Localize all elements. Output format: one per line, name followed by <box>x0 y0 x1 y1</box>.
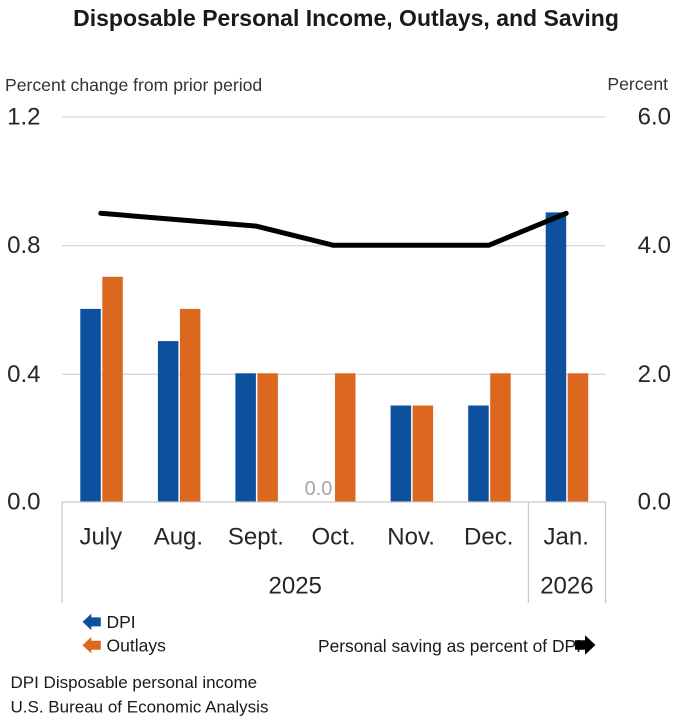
svg-text:Jan.: Jan. <box>544 524 589 551</box>
svg-text:Outlays: Outlays <box>107 636 167 656</box>
svg-text:Percent change from prior peri: Percent change from prior period <box>5 75 262 95</box>
svg-text:Sept.: Sept. <box>228 524 284 551</box>
svg-text:DPI: DPI <box>107 612 136 632</box>
svg-text:0.8: 0.8 <box>7 232 40 259</box>
svg-text:July: July <box>79 524 122 551</box>
svg-text:0.0: 0.0 <box>638 489 671 516</box>
svg-text:U.S. Bureau of Economic Analys: U.S. Bureau of Economic Analysis <box>11 698 269 717</box>
svg-text:Aug.: Aug. <box>154 524 203 551</box>
svg-text:0.0: 0.0 <box>305 478 333 500</box>
svg-text:2025: 2025 <box>269 573 322 600</box>
svg-text:Oct.: Oct. <box>311 524 355 551</box>
svg-text:4.0: 4.0 <box>638 232 671 259</box>
svg-text:6.0: 6.0 <box>638 104 671 131</box>
svg-text:DPI Disposable personal income: DPI Disposable personal income <box>11 673 258 692</box>
svg-text:Personal saving as percent of: Personal saving as percent of DPI <box>318 636 581 656</box>
svg-text:2.0: 2.0 <box>638 361 671 388</box>
svg-text:Disposable Personal Income, Ou: Disposable Personal Income, Outlays, and… <box>73 5 619 31</box>
svg-text:2026: 2026 <box>540 573 593 600</box>
svg-text:Dec.: Dec. <box>464 524 513 551</box>
svg-text:0.4: 0.4 <box>7 361 40 388</box>
svg-text:Nov.: Nov. <box>387 524 435 551</box>
svg-text:1.2: 1.2 <box>7 104 40 131</box>
svg-text:0.0: 0.0 <box>7 489 40 516</box>
svg-text:Percent: Percent <box>607 74 668 94</box>
